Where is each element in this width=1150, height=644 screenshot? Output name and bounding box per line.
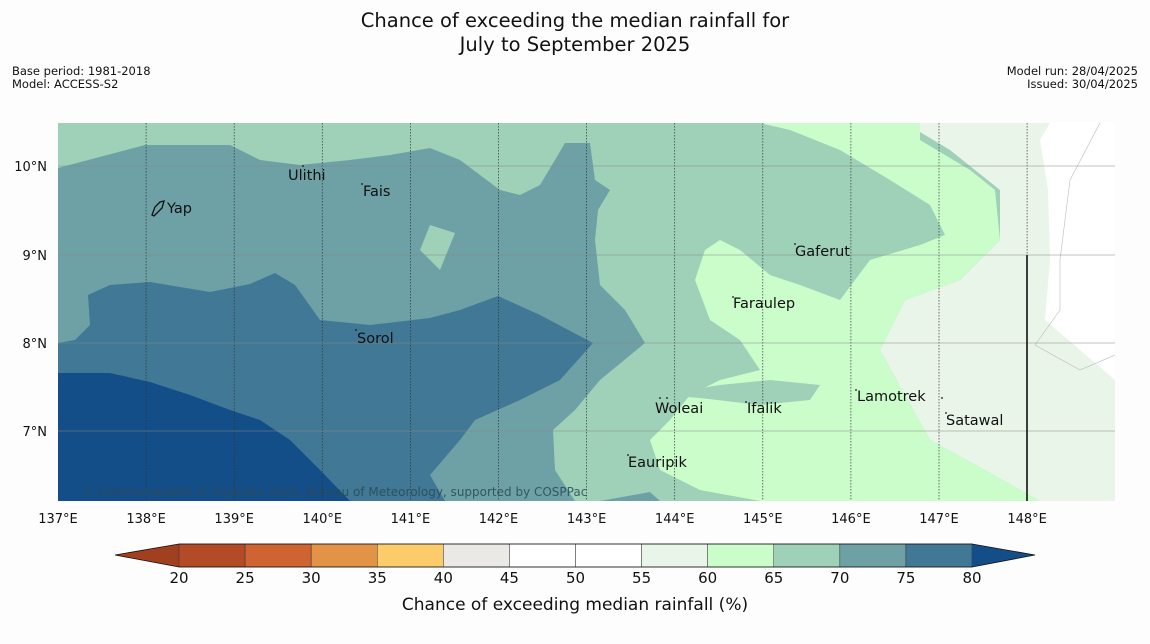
place-ifalik: Ifalik [747,401,782,417]
contour-70-75-fragment [600,492,660,501]
colorbar-tick: 70 [830,569,849,587]
contour-65-70-inner-region [650,380,820,405]
colorbar-cell [905,543,973,568]
colorbar-cell [641,543,708,568]
colorbar-cell [443,543,510,568]
yap-island-outline [151,200,165,217]
map-gridlines [58,123,1115,501]
lon-label: 142°E [479,512,519,527]
colorbar-cell [575,543,642,568]
colorbar: 20 25 30 35 40 45 50 55 60 65 70 75 80 Chance of exc… [114,543,1036,615]
colorbar-tick: 40 [434,569,453,587]
contour-65-70-small-region [420,225,455,270]
colorbar-title: Chance of exceeding median rainfall (%) [402,595,748,615]
colorbar-cell [377,543,444,568]
colorbar-tick: 50 [566,569,585,587]
lon-label: 143°E [567,512,607,527]
place-eauripik: Eauripik [628,455,687,471]
place-ulithi: Ulithi [288,168,326,184]
longitude-labels: 137°E 138°E 139°E 140°E 141°E 142°E 143°E 144°E… [38,512,1047,527]
title-line-1: Chance of exceeding the median rainfall … [360,9,790,32]
colorbar-under-arrow [115,544,179,567]
place-lamotrek: Lamotrek [857,389,926,405]
lon-label: 147°E [919,512,959,527]
colorbar-tick: 80 [962,569,981,587]
place-woleai: Woleai [655,401,703,417]
lat-label: 10°N [14,160,47,175]
colorbar-tick: 45 [500,569,519,587]
lon-label: 145°E [743,512,783,527]
copyright-text: © Commonwealth of Australia 2025, Bureau… [82,485,587,499]
contour-over-80-region [58,373,350,501]
colorbar-tick: 35 [368,569,387,587]
colorbar-tick: 30 [302,569,321,587]
place-satawal: Satawal [946,413,1003,429]
lon-label: 146°E [831,512,871,527]
colorbar-cell [244,543,312,568]
lon-label: 144°E [655,512,695,527]
colorbar-cell [509,543,576,568]
lon-label: 137°E [38,512,78,527]
lon-label: 148°E [1007,512,1047,527]
title-line-2: July to September 2025 [459,33,691,56]
colorbar-tick: 20 [169,569,188,587]
latitude-labels: 10°N 9°N 8°N 7°N [14,160,47,440]
colorbar-cell [310,543,378,568]
lon-label: 140°E [303,512,343,527]
colorbar-cell [839,543,907,568]
place-faraulep: Faraulep [733,296,795,312]
colorbar-over-arrow [972,544,1035,567]
lat-label: 9°N [23,249,48,264]
chart-title: Chance of exceeding the median rainfall … [0,9,1150,57]
base-period-text: Base period: 1981-2018 [12,64,151,78]
colorbar-tick: 55 [632,569,651,587]
place-labels: Yap Ulithi Fais Gaferut Faraulep Sorol L… [166,168,1003,471]
island-dots [302,165,947,456]
model-text: Model: ACCESS-S2 [12,77,119,91]
lat-label: 7°N [23,425,48,440]
colorbar-cell [178,543,246,568]
colorbar-tick: 65 [764,569,783,587]
colorbar-tick: 25 [236,569,255,587]
colorbar-cell [773,543,841,568]
lon-label: 139°E [214,512,254,527]
lon-label: 141°E [391,512,431,527]
place-fais: Fais [363,184,390,200]
meta-left: Base period: 1981-2018 Model: ACCESS-S2 [12,65,151,91]
meta-right: Model run: 28/04/2025 Issued: 30/04/2025 [1007,65,1138,91]
issued-text: Issued: 30/04/2025 [1027,77,1138,91]
colorbar-cell [707,543,775,568]
place-sorol: Sorol [357,331,394,347]
colorbar-tick: 60 [698,569,717,587]
model-run-text: Model run: 28/04/2025 [1006,64,1138,78]
lat-label: 8°N [23,337,48,352]
place-yap: Yap [166,201,192,217]
contour-45-55-region [1040,123,1115,380]
lon-label: 138°E [126,512,166,527]
contour-60-65-region [650,123,1040,501]
place-gaferut: Gaferut [795,244,850,260]
colorbar-tick: 75 [896,569,915,587]
map-area: Yap Ulithi Fais Gaferut Faraulep Sorol L… [58,123,1115,501]
